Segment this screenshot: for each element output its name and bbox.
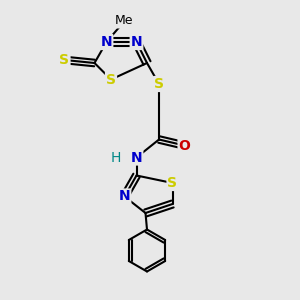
Text: S: S <box>106 73 116 86</box>
Text: Me: Me <box>115 14 134 28</box>
Text: H: H <box>110 151 121 164</box>
Text: N: N <box>119 190 130 203</box>
Text: S: S <box>59 53 70 67</box>
Text: N: N <box>131 151 142 164</box>
Text: N: N <box>131 35 142 49</box>
Text: N: N <box>101 35 112 49</box>
Text: S: S <box>167 176 178 190</box>
Text: S: S <box>154 77 164 91</box>
Text: O: O <box>178 139 190 152</box>
